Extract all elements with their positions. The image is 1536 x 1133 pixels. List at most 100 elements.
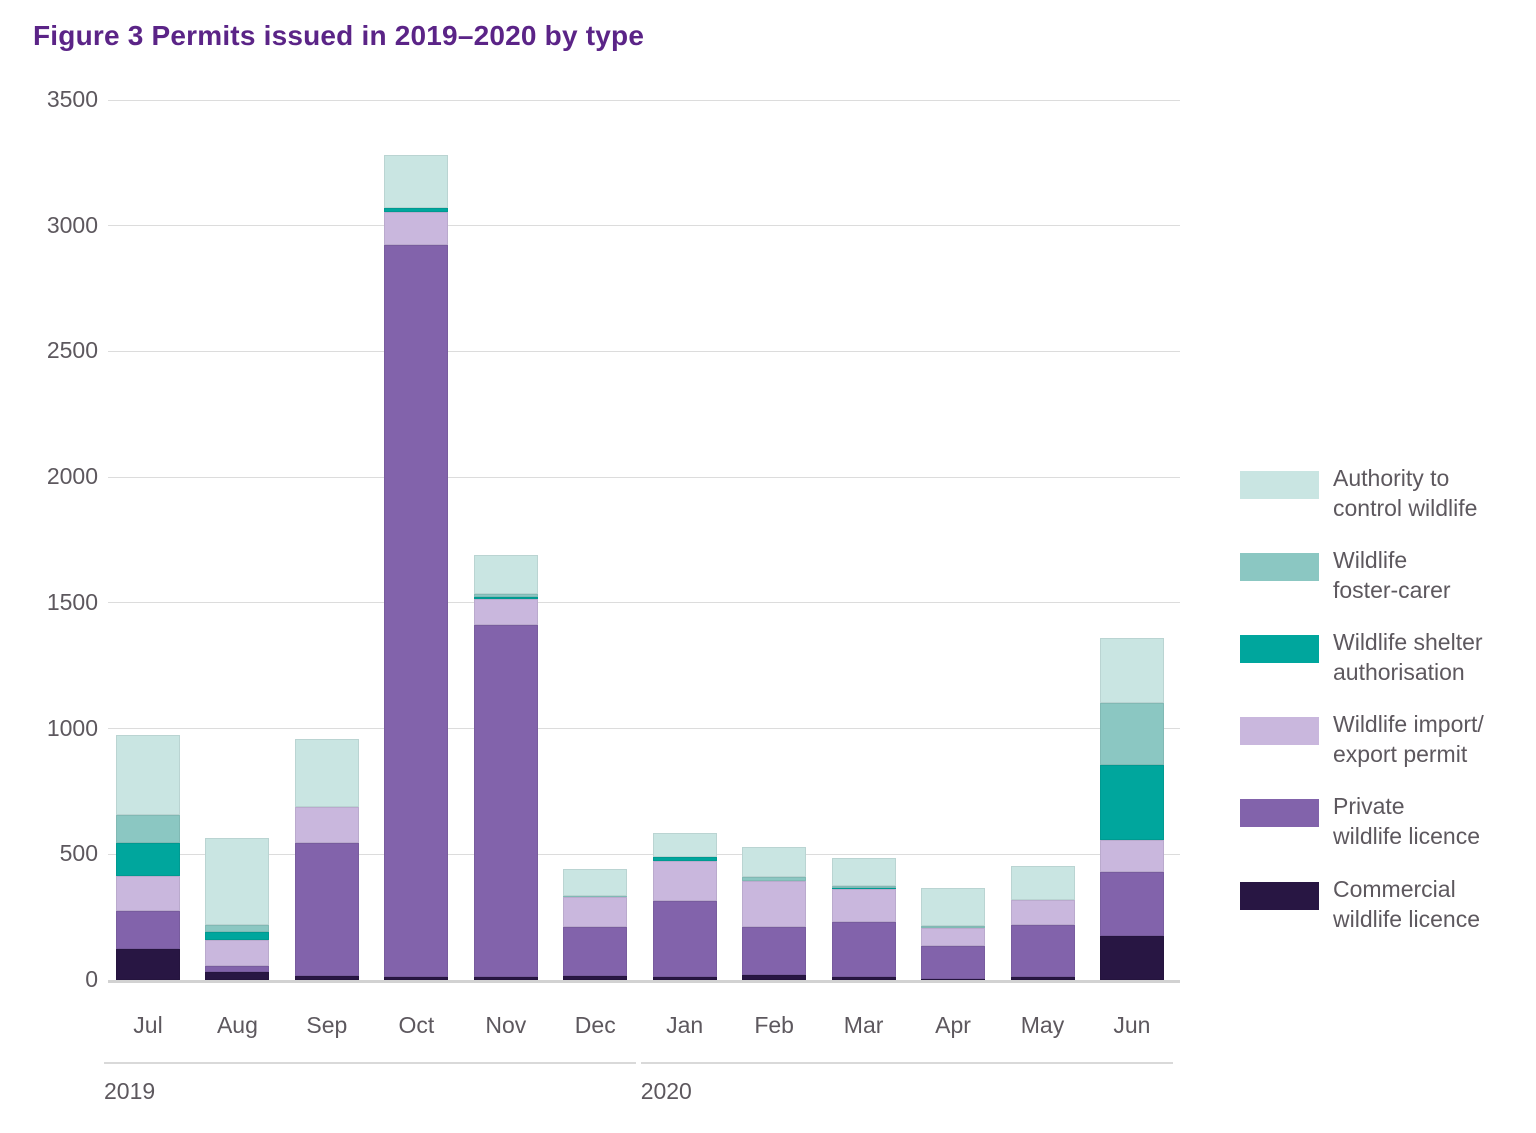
bar-segment-aug-private-wildlife-licence <box>205 966 270 973</box>
x-tick-label-dec: Dec <box>574 1012 616 1038</box>
legend-item-wildlife-shelter-authorisation: Wildlife shelter authorisation <box>1240 627 1483 687</box>
bar-segment-nov-wildlife-foster-carer <box>473 594 538 597</box>
y-tick-label: 0 <box>85 966 98 992</box>
bar-segment-feb-wildlife-import-export-permit <box>742 880 807 928</box>
bar-segment-jun-private-wildlife-licence <box>1099 871 1164 936</box>
bar-segment-apr-wildlife-foster-carer <box>921 925 986 929</box>
bar-segment-feb-private-wildlife-licence <box>742 927 807 975</box>
bar-segment-mar-wildlife-shelter-authorisation <box>831 888 896 890</box>
legend-swatch <box>1240 799 1319 827</box>
bar-segment-jun-wildlife-shelter-authorisation <box>1099 765 1164 841</box>
bar-segment-feb-wildlife-foster-carer <box>742 876 807 881</box>
legend-swatch <box>1240 882 1319 910</box>
bar-segment-mar-wildlife-foster-carer <box>831 885 896 889</box>
bar-segment-apr-private-wildlife-licence <box>921 946 986 979</box>
legend-swatch <box>1240 553 1319 581</box>
gridline-3000 <box>108 225 1180 227</box>
y-tick-label: 1000 <box>46 714 98 741</box>
legend-label: Wildlife foster-carer <box>1333 547 1451 603</box>
x-tick-label-sep: Sep <box>306 1012 348 1038</box>
gridline-3500 <box>108 99 1180 101</box>
legend-item-wildlife-import-export-permit: Wildlife import/ export permit <box>1240 709 1484 769</box>
y-tick-label: 2500 <box>46 337 98 364</box>
bar-segment-mar-authority-to-control-wildlife <box>831 858 896 886</box>
bar-segment-nov-private-wildlife-licence <box>473 625 538 978</box>
bar-segment-jun-wildlife-foster-carer <box>1099 703 1164 766</box>
bar-segment-oct-wildlife-shelter-authorisation <box>384 208 449 212</box>
legend-label: Wildlife import/ export permit <box>1333 711 1484 767</box>
gridline-500 <box>108 853 1180 855</box>
gridline-2500 <box>108 350 1180 352</box>
x-tick-label-nov: Nov <box>485 1012 527 1038</box>
legend-label: Commercial wildlife licence <box>1333 876 1481 932</box>
bar-segment-nov-wildlife-import-export-permit <box>473 599 538 626</box>
x-tick-label-apr: Apr <box>935 1012 971 1038</box>
bar-segment-oct-commercial-wildlife-licence <box>384 977 449 980</box>
bar-segment-may-wildlife-import-export-permit <box>1010 899 1075 925</box>
legend-swatch <box>1240 635 1319 663</box>
bar-segment-jul-private-wildlife-licence <box>116 910 180 949</box>
bar-segment-sep-wildlife-import-export-permit <box>294 806 359 843</box>
bar-segment-feb-commercial-wildlife-licence <box>742 974 807 980</box>
legend-label: Private wildlife licence <box>1333 793 1481 849</box>
x-tick-label-feb: Feb <box>754 1012 794 1038</box>
bar-segment-jun-authority-to-control-wildlife <box>1099 638 1164 704</box>
bar-segment-dec-commercial-wildlife-licence <box>563 976 628 980</box>
legend-label: Authority to control wildlife <box>1333 465 1478 521</box>
legend-item-private-wildlife-licence: Private wildlife licence <box>1240 791 1480 851</box>
bar-segment-sep-private-wildlife-licence <box>294 842 359 977</box>
bar-segment-mar-private-wildlife-licence <box>831 922 896 978</box>
bar-segment-jun-wildlife-import-export-permit <box>1099 840 1164 872</box>
gridline-1500 <box>108 602 1180 604</box>
legend-swatch <box>1240 717 1319 745</box>
bar-segment-dec-private-wildlife-licence <box>563 927 628 977</box>
gridline-2000 <box>108 476 1180 478</box>
bar-segment-sep-authority-to-control-wildlife <box>294 738 359 807</box>
y-tick-label: 500 <box>59 840 98 867</box>
bar-segment-feb-authority-to-control-wildlife <box>742 846 807 877</box>
legend-item-wildlife-foster-carer: Wildlife foster-carer <box>1240 545 1451 605</box>
x-tick-label-aug: Aug <box>216 1012 258 1038</box>
bar-segment-jan-wildlife-import-export-permit <box>652 860 717 901</box>
bar-segment-oct-wildlife-import-export-permit <box>384 211 449 245</box>
bar-segment-jan-private-wildlife-licence <box>652 900 717 978</box>
bar-segment-apr-commercial-wildlife-licence <box>921 978 986 980</box>
bar-segment-dec-wildlife-import-export-permit <box>563 897 628 928</box>
bar-segment-jul-wildlife-import-export-permit <box>116 875 180 911</box>
legend-item-authority-to-control-wildlife: Authority to control wildlife <box>1240 463 1477 523</box>
y-tick-label: 3000 <box>46 211 98 238</box>
bar-segment-sep-commercial-wildlife-licence <box>294 976 359 980</box>
x-tick-label-oct: Oct <box>398 1012 435 1038</box>
legend-label: Wildlife shelter authorisation <box>1333 629 1483 685</box>
bar-segment-dec-authority-to-control-wildlife <box>563 869 628 896</box>
bar-segment-may-commercial-wildlife-licence <box>1010 977 1075 980</box>
gridline-0 <box>108 980 1180 983</box>
bar-segment-nov-authority-to-control-wildlife <box>473 555 538 595</box>
bar-segment-nov-commercial-wildlife-licence <box>473 977 538 980</box>
bar-segment-apr-wildlife-import-export-permit <box>921 928 986 947</box>
bar-segment-jul-authority-to-control-wildlife <box>116 734 180 816</box>
bar-segment-jan-wildlife-shelter-authorisation <box>652 856 717 861</box>
x-tick-label-may: May <box>1020 1012 1065 1038</box>
x-tick-label-jan: Jan <box>666 1012 704 1038</box>
bar-segment-jul-wildlife-shelter-authorisation <box>116 842 180 876</box>
y-tick-label: 3500 <box>46 86 98 112</box>
year-label-2019: 2019 <box>104 1078 156 1104</box>
bar-segment-jul-commercial-wildlife-licence <box>116 948 180 980</box>
year-separator-2020 <box>640 1062 1173 1064</box>
x-tick-label-jun: Jun <box>1113 1012 1151 1038</box>
x-tick-label-mar: Mar <box>843 1012 884 1038</box>
bar-segment-nov-wildlife-shelter-authorisation <box>473 596 538 600</box>
bar-segment-jan-commercial-wildlife-licence <box>652 977 717 980</box>
gridline-1000 <box>108 728 1180 730</box>
bar-segment-may-authority-to-control-wildlife <box>1010 865 1075 900</box>
bar-segment-aug-authority-to-control-wildlife <box>205 837 270 925</box>
bar-segment-oct-private-wildlife-licence <box>384 244 449 978</box>
legend-item-commercial-wildlife-licence: Commercial wildlife licence <box>1240 874 1480 934</box>
bar-segment-may-private-wildlife-licence <box>1010 924 1075 978</box>
bar-segment-jun-commercial-wildlife-licence <box>1099 936 1164 980</box>
year-separator-2019 <box>104 1062 637 1064</box>
bar-segment-dec-wildlife-foster-carer <box>563 895 628 898</box>
bar-segment-aug-commercial-wildlife-licence <box>205 972 270 980</box>
